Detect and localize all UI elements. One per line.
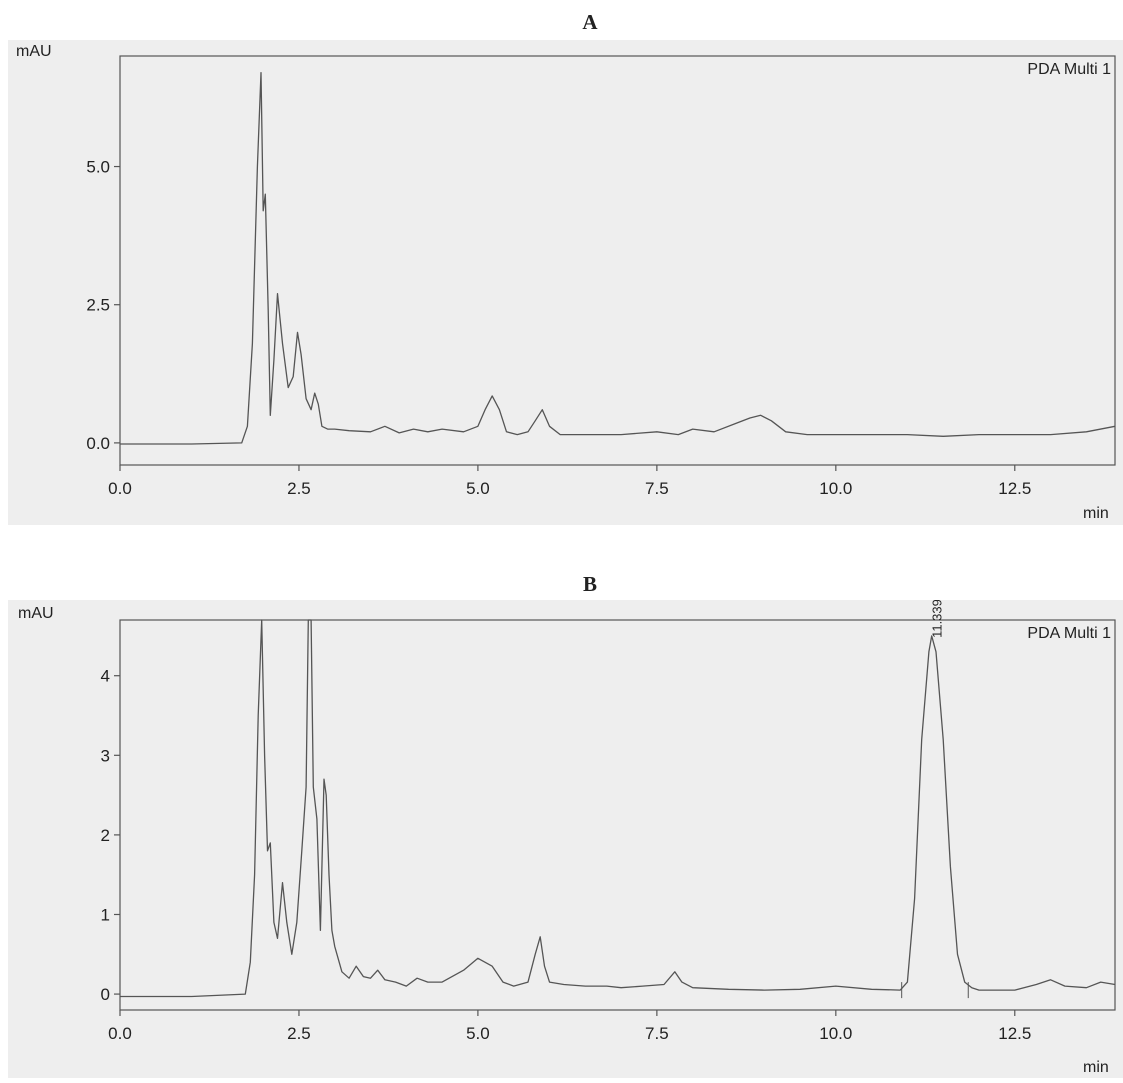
chart-a-plot-frame	[119, 55, 1116, 466]
chart-b-xtick-label: 7.5	[645, 1024, 669, 1043]
chart-a-xtick-label: 5.0	[466, 479, 490, 498]
chart-b-ytick-label: 4	[101, 667, 110, 686]
chart-b-ytick-label: 3	[101, 746, 110, 765]
chart-a-detector-label: PDA Multi 1	[1027, 61, 1111, 78]
chart-a-ylabel: mAU	[16, 43, 52, 60]
chart-a-xlabel: min	[1083, 505, 1109, 522]
chart-b-plot-frame	[119, 619, 1116, 1011]
chart-a-xtick-label: 2.5	[287, 479, 311, 498]
chart-a-series-trace	[120, 71, 1116, 445]
chart-b-xtick-label: 10.0	[819, 1024, 852, 1043]
panel-a-letter: A	[582, 10, 598, 34]
chart-b-xtick-label: 12.5	[998, 1024, 1031, 1043]
chart-b-xtick-label: 0.0	[108, 1024, 132, 1043]
chart-b-xtick-label: 2.5	[287, 1024, 311, 1043]
chromatogram-a: 0.0 2.5 5.0 0.0 2.5 5.0 7.5 10.0 12.5 mAU min PDA M…	[8, 40, 1123, 525]
chart-a-ytick-label: 2.5	[86, 296, 110, 315]
chromatogram-b: 0 1 2 3 4 0.0 2.5 5.0 7.5 10.0 12.5 mAU min PDA Multi…	[8, 600, 1123, 1078]
chart-b-ytick-label: 1	[101, 905, 110, 924]
chart-a-background	[8, 40, 1123, 525]
chart-b-ytick-label: 0	[101, 985, 110, 1004]
chart-a-xtick-label: 12.5	[998, 479, 1031, 498]
chart-b-xtick-label: 5.0	[466, 1024, 490, 1043]
chart-b-ytick-label: 2	[101, 826, 110, 845]
chart-a-ytick-label: 5.0	[86, 158, 110, 177]
chart-a-xtick-label: 0.0	[108, 479, 132, 498]
chart-b-xlabel: min	[1083, 1059, 1109, 1076]
chart-a-ytick-label: 0.0	[86, 434, 110, 453]
chart-a-xtick-label: 7.5	[645, 479, 669, 498]
chart-b-background	[8, 600, 1123, 1078]
chart-b-detector-label: PDA Multi 1	[1027, 625, 1111, 642]
chart-b-peak-label: 11.339	[930, 600, 945, 638]
chart-b-series-trace	[120, 619, 1116, 998]
chart-a-xtick-label: 10.0	[819, 479, 852, 498]
panel-b-letter: B	[582, 572, 597, 596]
chart-b-ylabel: mAU	[18, 605, 54, 622]
